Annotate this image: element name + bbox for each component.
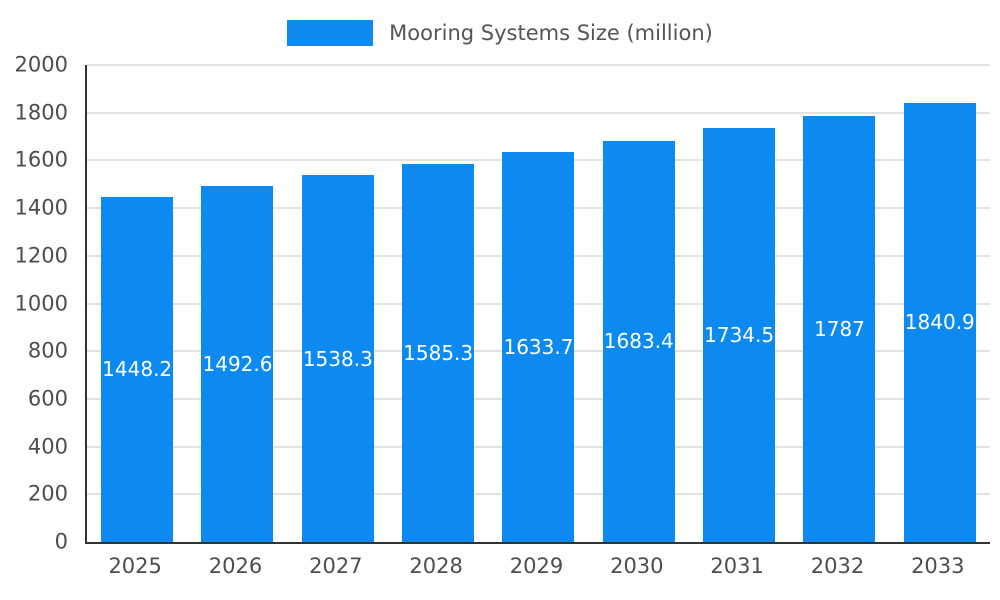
x-tick-label: 2030 (610, 554, 664, 578)
bar-2029: 1633.7 (502, 152, 575, 542)
bar-value-label: 1633.7 (503, 335, 574, 360)
bar-slot: 1492.6 (187, 65, 287, 542)
gridline (87, 64, 990, 66)
plot-area: 1448.2 1492.6 1538.3 1585.3 1633.7 1683.4 1734… (85, 64, 990, 544)
bar-value-label: 1585.3 (403, 340, 474, 365)
bar-value-label: 1683.4 (603, 329, 674, 354)
x-tick-label: 2031 (710, 554, 764, 578)
bars-group: 1448.2 1492.6 1538.3 1585.3 1633.7 1683.4 1734… (87, 65, 990, 542)
y-tick-label: 800 (27, 338, 68, 363)
bar-value-label: 1448.2 (102, 357, 173, 382)
x-tick-label: 2032 (810, 554, 865, 578)
y-tick-label: 2000 (14, 52, 68, 77)
y-tick-label: 0 (54, 529, 68, 554)
bar-value-label: 1787 (814, 316, 865, 341)
bar-value-label: 1538.3 (302, 346, 373, 371)
x-tick-label: 2033 (911, 554, 965, 578)
y-tick-label: 600 (27, 386, 68, 411)
bar-value-label: 1734.5 (704, 323, 775, 348)
y-tick-label: 1400 (14, 195, 68, 220)
legend: Mooring Systems Size (million) (0, 18, 1000, 48)
bar-value-label: 1492.6 (202, 352, 273, 376)
y-tick-label: 1800 (14, 100, 68, 125)
y-axis: 0 200 400 600 800 1000 1200 1400 1600 1800 2000 (0, 54, 78, 552)
x-tick-label: 2025 (108, 554, 162, 578)
bar-2031: 1734.5 (703, 128, 776, 542)
y-tick-label: 1200 (14, 243, 68, 268)
bar-slot: 1787 (789, 65, 889, 542)
y-tick-label: 1000 (14, 291, 68, 315)
bar-2030: 1683.4 (602, 140, 675, 542)
bar-slot: 1840.9 (890, 65, 990, 542)
legend-swatch (287, 20, 374, 46)
bar-2033: 1840.9 (903, 102, 976, 542)
y-tick-label: 400 (27, 434, 68, 459)
bar-slot: 1683.4 (589, 65, 689, 542)
bar-2028: 1585.3 (402, 163, 475, 542)
bar-slot: 1633.7 (488, 65, 588, 542)
legend-label: Mooring Systems Size (million) (389, 21, 713, 45)
x-tick-label: 2029 (509, 554, 564, 578)
bar-2025: 1448.2 (101, 196, 174, 542)
bar-value-label: 1840.9 (904, 310, 975, 335)
bar-slot: 1538.3 (288, 65, 388, 542)
bar-slot: 1448.2 (87, 65, 187, 542)
x-tick-label: 2028 (409, 554, 463, 578)
bar-slot: 1585.3 (388, 65, 488, 542)
x-axis: 2025 2026 2027 2028 2029 2030 2031 2032 2033 (85, 554, 988, 578)
gridline (87, 111, 990, 114)
x-tick-label: 2027 (309, 554, 363, 578)
bar-2027: 1538.3 (301, 175, 374, 542)
y-tick-label: 200 (27, 481, 68, 506)
x-tick-label: 2026 (208, 554, 263, 578)
bar-2026: 1492.6 (201, 186, 274, 542)
y-tick-label: 1600 (14, 147, 68, 172)
bar-slot: 1734.5 (689, 65, 789, 542)
bar-2032: 1787 (803, 115, 876, 542)
